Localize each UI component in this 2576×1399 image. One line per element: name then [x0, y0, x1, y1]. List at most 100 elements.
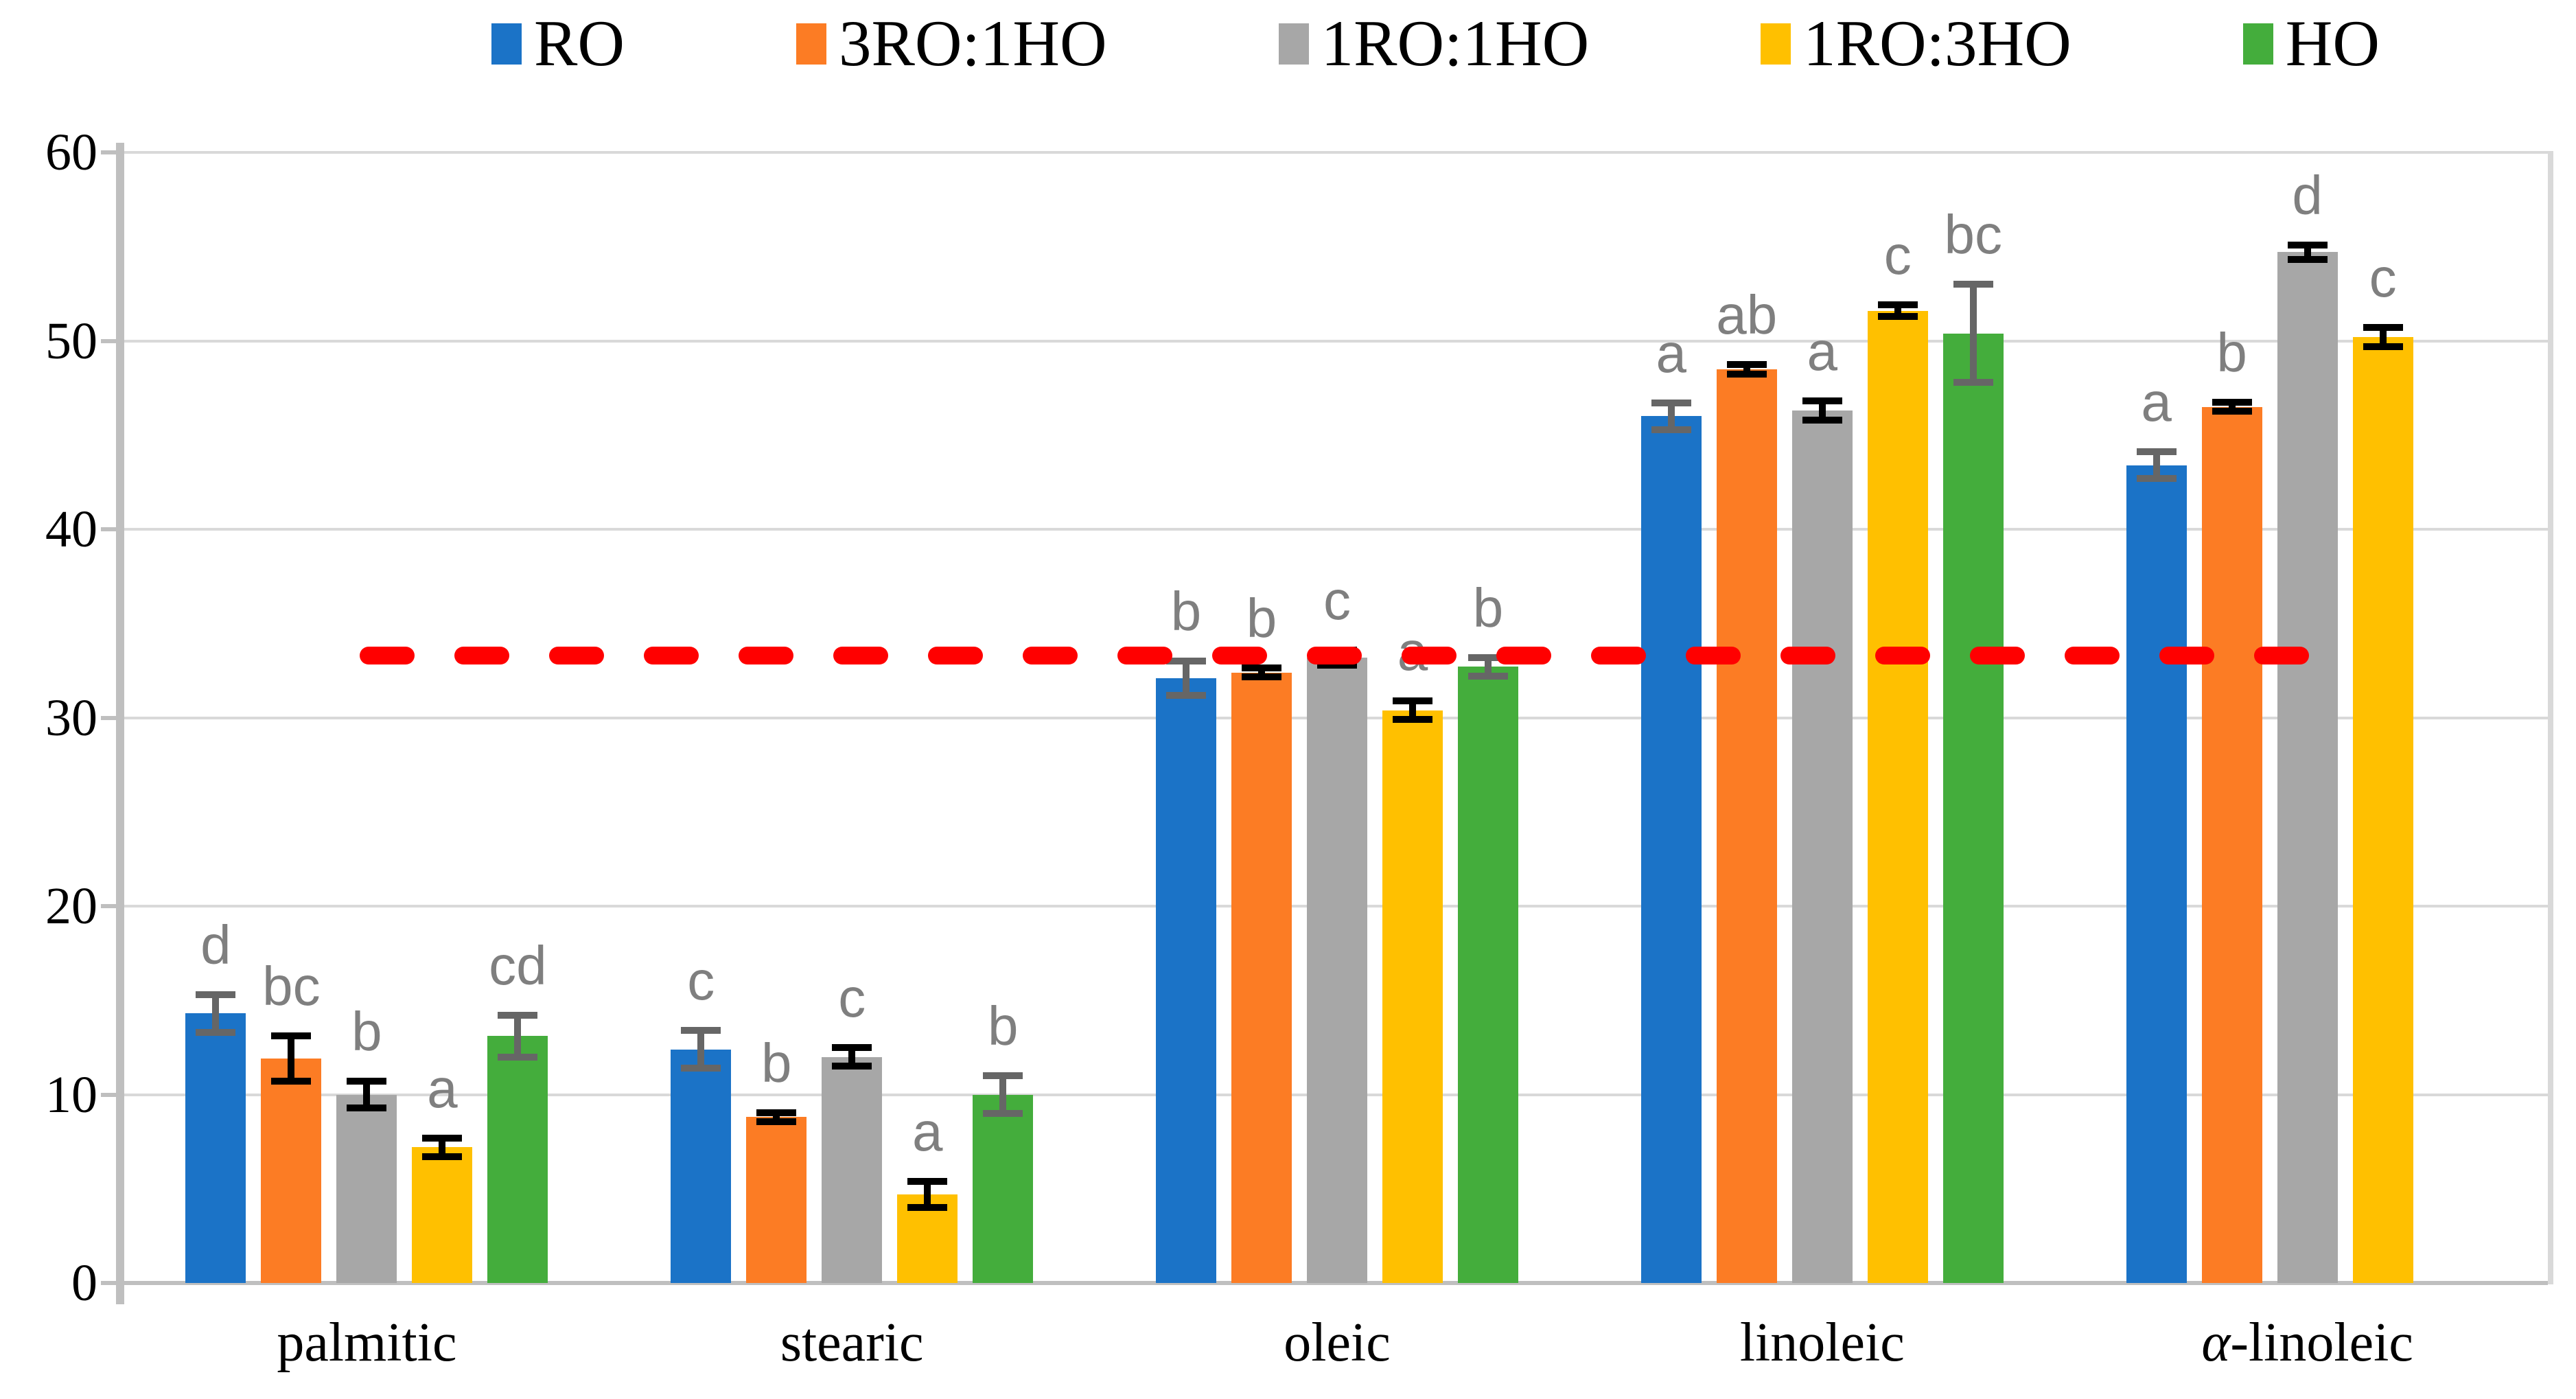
- sig-letter-3RO:1HO-α-linoleic: b: [2216, 321, 2247, 383]
- error-bar-1RO:1HO-linoleic: [1818, 401, 1826, 420]
- error-bar-3RO:1HO-oleic: [1258, 667, 1265, 678]
- error-cap-top-HO-stearic: [983, 1072, 1023, 1080]
- sig-letter-3RO:1HO-stearic: b: [761, 1032, 792, 1094]
- error-cap-bottom-1RO:1HO-stearic: [832, 1063, 872, 1070]
- reference-line-dash: [1686, 646, 1741, 664]
- bar-3RO:1HO-oleic: [1231, 672, 1292, 1283]
- bar-3RO:1HO-palmitic: [261, 1059, 322, 1283]
- sig-letter-1RO:1HO-linoleic: a: [1807, 321, 1838, 382]
- error-cap-top-HO-oleic: [1468, 654, 1508, 661]
- bar-1RO:1HO-palmitic: [336, 1094, 397, 1283]
- reference-line-dash: [1875, 646, 1930, 664]
- error-bar-1RO:1HO-α-linoleic: [2304, 244, 2311, 260]
- error-cap-top-RO-palmitic: [196, 991, 236, 998]
- bar-HO-oleic: [1458, 667, 1518, 1283]
- bar-1RO:3HO-palmitic: [412, 1147, 473, 1283]
- bar-1RO:1HO-α-linoleic: [2277, 252, 2338, 1283]
- sig-letter-HO-oleic: b: [1472, 577, 1504, 638]
- reference-line-dash: [1307, 646, 1362, 664]
- error-bar-HO-linoleic: [1969, 284, 1977, 382]
- y-tick-60: [101, 150, 124, 154]
- error-bar-1RO:3HO-palmitic: [439, 1137, 446, 1157]
- error-cap-bottom-RO-oleic: [1166, 691, 1206, 699]
- y-axis-label-60: 60: [45, 124, 97, 181]
- legend-swatch-icon: [1761, 23, 1791, 65]
- error-cap-bottom-RO-α-linoleic: [2136, 474, 2177, 482]
- legend-swatch-icon: [491, 23, 522, 65]
- error-cap-bottom-3RO:1HO-oleic: [1242, 673, 1281, 681]
- reference-line-dash: [2254, 646, 2309, 664]
- reference-line-dash: [1212, 646, 1267, 664]
- legend-item-RO: RO: [491, 11, 625, 76]
- bar-1RO:1HO-stearic: [822, 1056, 883, 1283]
- bar-RO-palmitic: [185, 1013, 246, 1283]
- error-cap-top-1RO:3HO-palmitic: [422, 1134, 463, 1142]
- y-axis-label-10: 10: [45, 1065, 97, 1124]
- sig-letter-HO-linoleic: bc: [1944, 204, 2003, 266]
- bar-RO-α-linoleic: [2126, 465, 2187, 1283]
- error-bar-1RO:3HO-linoleic: [1894, 305, 1901, 316]
- error-cap-bottom-1RO:3HO-linoleic: [1877, 312, 1918, 320]
- sig-letter-1RO:1HO-stearic: c: [838, 967, 866, 1028]
- legend-swatch-icon: [796, 23, 827, 65]
- error-cap-top-1RO:1HO-palmitic: [347, 1078, 387, 1085]
- error-bar-HO-palmitic: [514, 1015, 522, 1057]
- gridline-50: [124, 339, 2548, 343]
- error-cap-bottom-3RO:1HO-α-linoleic: [2212, 408, 2252, 415]
- category-label-linoleic: linoleic: [1739, 1313, 1905, 1373]
- bar-1RO:1HO-linoleic: [1791, 411, 1853, 1283]
- error-cap-top-RO-α-linoleic: [2136, 448, 2177, 456]
- y-axis-line: [116, 143, 124, 1304]
- reference-line-dash: [1023, 646, 1078, 664]
- legend-item-HO: HO: [2242, 7, 2380, 80]
- error-cap-bottom-RO-palmitic: [196, 1028, 236, 1036]
- error-cap-bottom-3RO:1HO-linoleic: [1726, 370, 1767, 378]
- error-cap-top-3RO:1HO-palmitic: [271, 1032, 312, 1040]
- error-cap-top-3RO:1HO-stearic: [756, 1109, 797, 1116]
- error-bar-RO-palmitic: [212, 995, 220, 1032]
- error-bar-1RO:3HO-α-linoleic: [2379, 327, 2387, 347]
- error-cap-bottom-RO-linoleic: [1651, 426, 1691, 433]
- reference-line-dash: [928, 646, 983, 664]
- legend-item-3RO:1HO: 3RO:1HO: [796, 11, 1107, 76]
- sig-letter-3RO:1HO-oleic: b: [1246, 587, 1277, 649]
- y-tick-30: [101, 715, 124, 720]
- sig-letter-3RO:1HO-linoleic: ab: [1716, 284, 1778, 345]
- y-axis-label-0: 0: [71, 1254, 97, 1312]
- error-cap-bottom-1RO:1HO-linoleic: [1802, 416, 1842, 424]
- sig-letter-1RO:3HO-stearic: a: [912, 1100, 943, 1162]
- bar-RO-linoleic: [1640, 416, 1702, 1283]
- error-bar-HO-oleic: [1485, 657, 1492, 677]
- bar-RO-stearic: [671, 1049, 732, 1283]
- y-tick-20: [101, 904, 124, 908]
- sig-letter-RO-oleic: b: [1170, 581, 1202, 643]
- sig-letter-1RO:1HO-palmitic: b: [351, 1001, 382, 1063]
- y-tick-50: [101, 338, 124, 343]
- error-cap-bottom-1RO:3HO-α-linoleic: [2363, 343, 2403, 350]
- error-bar-1RO:1HO-palmitic: [363, 1081, 371, 1108]
- sig-letter-1RO:1HO-oleic: c: [1323, 569, 1351, 631]
- error-bar-RO-stearic: [697, 1030, 705, 1069]
- legend-item-label: HO: [2285, 7, 2380, 80]
- gridline-40: [124, 528, 2548, 531]
- error-cap-bottom-1RO:3HO-oleic: [1393, 716, 1432, 724]
- error-cap-top-3RO:1HO-α-linoleic: [2212, 398, 2252, 406]
- bar-RO-oleic: [1156, 678, 1216, 1283]
- reference-line-dash: [644, 646, 699, 664]
- sig-letter-1RO:1HO-α-linoleic: d: [2292, 164, 2323, 226]
- error-cap-top-1RO:3HO-linoleic: [1877, 301, 1918, 309]
- error-cap-bottom-RO-stearic: [681, 1065, 721, 1072]
- legend-swatch-icon: [1278, 23, 1309, 65]
- error-cap-top-1RO:3HO-stearic: [907, 1177, 948, 1185]
- legend-item-label: RO: [534, 7, 625, 80]
- bar-1RO:3HO-oleic: [1382, 710, 1443, 1283]
- error-bar-1RO:3HO-oleic: [1409, 700, 1416, 720]
- error-bar-1RO:3HO-stearic: [924, 1181, 931, 1208]
- reference-line-dash: [833, 646, 888, 664]
- bar-HO-linoleic: [1942, 333, 2004, 1283]
- category-label-stearic: stearic: [780, 1313, 924, 1373]
- y-axis-label-20: 20: [45, 877, 97, 935]
- reference-line-dash: [739, 646, 793, 664]
- error-bar-3RO:1HO-palmitic: [288, 1036, 295, 1082]
